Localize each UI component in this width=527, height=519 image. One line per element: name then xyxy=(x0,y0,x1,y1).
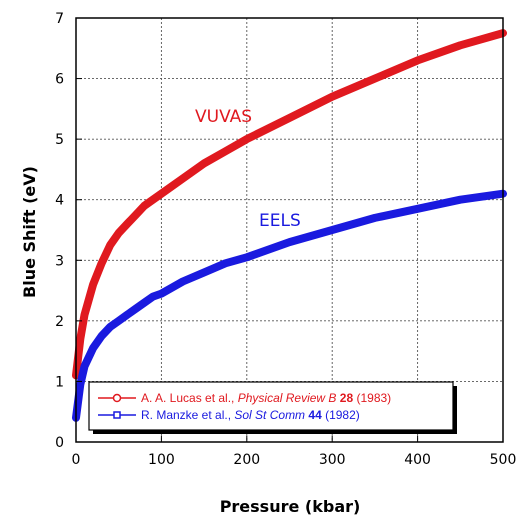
x-tick-label: 500 xyxy=(490,452,517,468)
y-tick-label: 1 xyxy=(55,374,64,390)
series-line-eels xyxy=(72,189,507,422)
ticks: 0 100 200 300 400 500 0 1 2 3 4 5 6 7 xyxy=(55,11,516,468)
x-tick-label: 0 xyxy=(72,452,81,468)
legend-entry-lucas: A. A. Lucas et al., Physical Review B 28… xyxy=(141,391,391,405)
x-tick-label: 400 xyxy=(404,452,431,468)
x-tick-label: 100 xyxy=(148,452,175,468)
plot-frame xyxy=(75,17,504,443)
y-tick-label: 0 xyxy=(55,435,64,451)
grid xyxy=(76,18,503,442)
y-tick-label: 6 xyxy=(55,72,64,88)
annotation-vuvas: VUVAS xyxy=(195,107,252,127)
annotation-eels: EELS xyxy=(259,211,301,231)
x-tick-label: 300 xyxy=(319,452,346,468)
series-line-vuvas xyxy=(72,29,507,380)
legend-entry-manzke: R. Manzke et al., Sol St Comm 44 (1982) xyxy=(141,408,360,422)
x-tick-label: 200 xyxy=(233,452,260,468)
legend-marker-square xyxy=(113,411,121,419)
legend-marker-circle xyxy=(112,393,122,403)
legend: A. A. Lucas et al., Physical Review B 28… xyxy=(88,381,457,434)
legend-box xyxy=(88,381,454,431)
curves xyxy=(72,29,507,422)
y-tick-label: 7 xyxy=(55,11,64,27)
y-tick-label: 5 xyxy=(55,132,64,148)
y-tick-label: 2 xyxy=(55,314,64,330)
y-tick-label: 3 xyxy=(55,253,64,269)
x-axis-label: Pressure (kbar) xyxy=(220,497,361,516)
y-axis-label: Blue Shift (eV) xyxy=(20,166,39,298)
y-tick-label: 4 xyxy=(55,193,64,209)
